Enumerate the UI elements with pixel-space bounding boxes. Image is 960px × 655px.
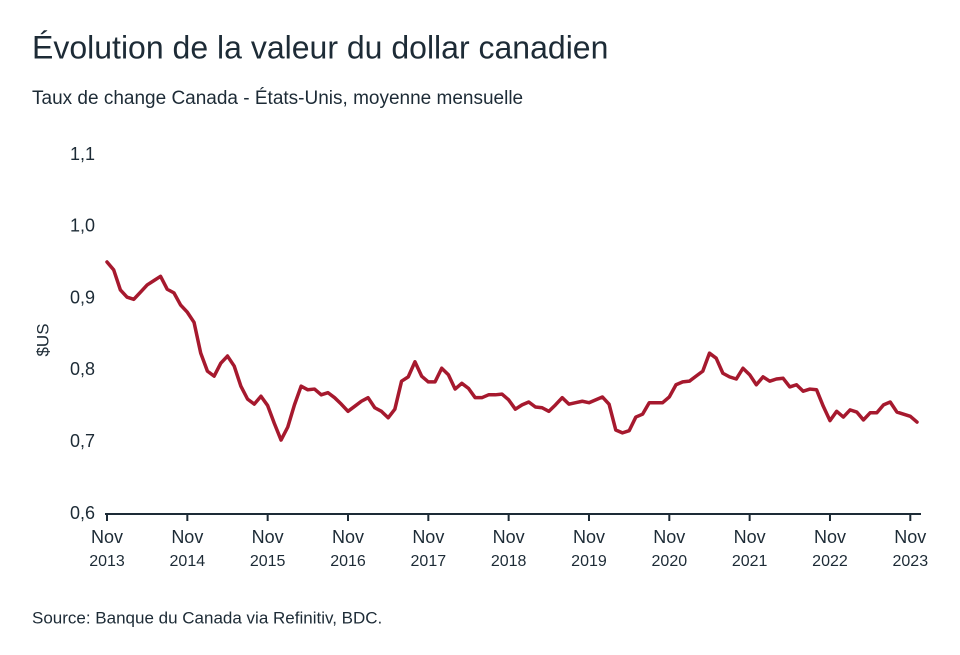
x-tick-label: Nov 2019 (571, 527, 607, 570)
x-tick-label-line: 2013 (89, 553, 125, 570)
chart-title: Évolution de la valeur du dollar canadie… (32, 29, 608, 65)
x-tick-label: Nov 2016 (330, 527, 366, 570)
source-note: Source: Banque du Canada via Refinitiv, … (32, 608, 382, 627)
x-tick-label-line: Nov (493, 527, 525, 547)
chart-subtitle: Taux de change Canada - États-Unis, moye… (32, 88, 523, 109)
y-tick-label: 1,1 (70, 144, 95, 164)
x-tick-label-line: Nov (573, 527, 605, 547)
y-tick-label: 0,8 (70, 359, 95, 379)
x-tick-label-line: Nov (91, 527, 123, 547)
y-tick-label: 0,6 (70, 503, 95, 523)
x-tick-label-line: Nov (412, 527, 444, 547)
x-tick-label-line: 2022 (812, 553, 848, 570)
x-tick-label-line: 2021 (732, 553, 768, 570)
x-tick-label-line: 2014 (170, 553, 206, 570)
x-tick-label: Nov 2023 (893, 527, 929, 570)
x-tick-label-line: Nov (171, 527, 203, 547)
x-tick-label-line: Nov (653, 527, 685, 547)
y-tick-label: 0,7 (70, 431, 95, 451)
x-tick-label: Nov 2018 (491, 527, 527, 570)
x-tick-label: Nov 2021 (732, 527, 768, 570)
x-tick-label-line: 2019 (571, 553, 607, 570)
x-tick-label: Nov 2017 (411, 527, 447, 570)
x-tick-label-line: Nov (894, 527, 926, 547)
x-tick-label: Nov 2022 (812, 527, 848, 570)
x-tick-label-line: 2015 (250, 553, 286, 570)
x-tick-label: Nov 2020 (652, 527, 688, 570)
x-tick-label: Nov 2015 (250, 527, 286, 570)
x-tick-label-line: Nov (814, 527, 846, 547)
x-tick-label-line: 2023 (893, 553, 929, 570)
x-tick-label: Nov 2014 (170, 527, 206, 570)
x-tick-label-line: Nov (252, 527, 284, 547)
x-tick-label-line: 2018 (491, 553, 527, 570)
x-tick-label: Nov 2013 (89, 527, 125, 570)
y-axis-label: $US (33, 323, 52, 356)
x-tick-label-line: 2017 (411, 553, 447, 570)
x-tick-label-line: Nov (734, 527, 766, 547)
x-tick-label-line: Nov (332, 527, 364, 547)
x-tick-label-line: 2016 (330, 553, 366, 570)
x-tick-label-line: 2020 (652, 553, 688, 570)
y-tick-label: 1,0 (70, 216, 95, 236)
y-tick-label: 0,9 (70, 287, 95, 307)
data-line (105, 260, 919, 442)
